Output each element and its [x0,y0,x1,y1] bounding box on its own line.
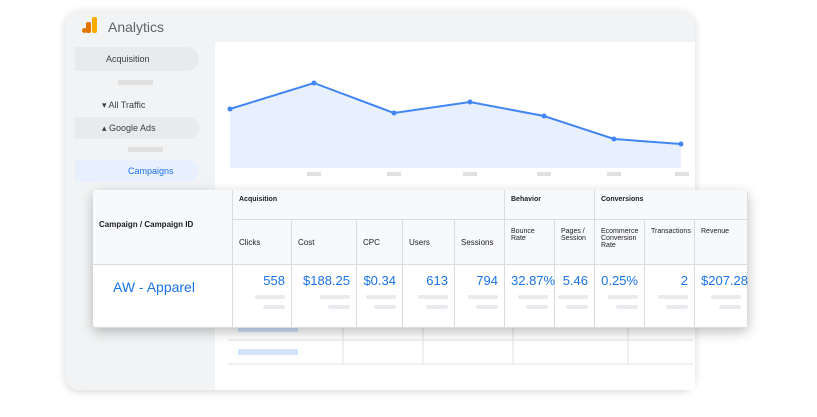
placeholder [255,295,285,299]
nav-label: All Traffic [108,100,146,110]
data-table: Campaign / Campaign ID Acquisition Behavio… [93,190,748,328]
metric-cell: 0.25% [595,265,645,328]
column-header: Transactions [645,220,695,265]
placeholder [558,295,588,299]
group-header: Conversions [595,190,748,220]
nav-item[interactable]: ▾ All Traffic [102,100,146,110]
column-header: Users [403,220,455,265]
metric-cell: 794 [455,265,505,328]
axis-placeholders [307,172,689,176]
metric-cell: $0.34 [357,265,403,328]
metric-cell: 2 [645,265,695,328]
nav-active [75,160,199,182]
placeholder [719,305,741,309]
placeholder [320,295,350,299]
nav-item[interactable]: Campaigns [128,166,174,176]
placeholder [118,80,153,85]
nav-label: Google Ads [109,123,156,133]
placeholder [518,295,548,299]
metric-cell: 558 [233,265,292,328]
metric-cell: $188.25 [292,265,357,328]
app-title: Analytics [108,19,165,35]
metric-cell: 613 [403,265,455,328]
placeholder [658,295,688,299]
column-header: Bounce Rate [505,220,555,265]
placeholder [128,147,163,152]
line-chart [227,80,689,176]
logo [82,17,97,33]
column-header: Clicks [233,220,292,265]
chart-area [230,83,681,168]
placeholder [366,295,396,299]
placeholder [526,305,548,309]
group-header: Behavior [505,190,595,220]
column-header: Cost [292,220,357,265]
group-header: Acquisition [233,190,505,220]
placeholder [426,305,448,309]
placeholder [328,305,350,309]
chart-points [227,80,684,147]
placeholder [468,295,498,299]
placeholder [616,305,638,309]
placeholder [374,305,396,309]
placeholder [476,305,498,309]
nav-item[interactable]: ▴ Google Ads [102,123,156,133]
placeholder [263,305,285,309]
metric-cell: 32.87% [505,265,555,328]
column-header: CPC [357,220,403,265]
placeholder [711,295,741,299]
placeholder [666,305,688,309]
metric-cell: $207.28 [695,265,748,328]
column-header: Ecommerce Conversion Rate [595,220,645,265]
row-label: AW - Apparel [93,265,233,328]
metric-cell: 5.46 [555,265,595,328]
nav-highlight [75,47,199,71]
column-header: Sessions [455,220,505,265]
nav-item[interactable]: Acquisition [106,54,150,64]
placeholder [418,295,448,299]
column-header: Revenue [695,220,748,265]
placeholder [608,295,638,299]
nav-highlight [75,117,199,139]
column-header: Pages / Session [555,220,595,265]
header-cell: Campaign / Campaign ID [93,190,233,265]
placeholder [566,305,588,309]
